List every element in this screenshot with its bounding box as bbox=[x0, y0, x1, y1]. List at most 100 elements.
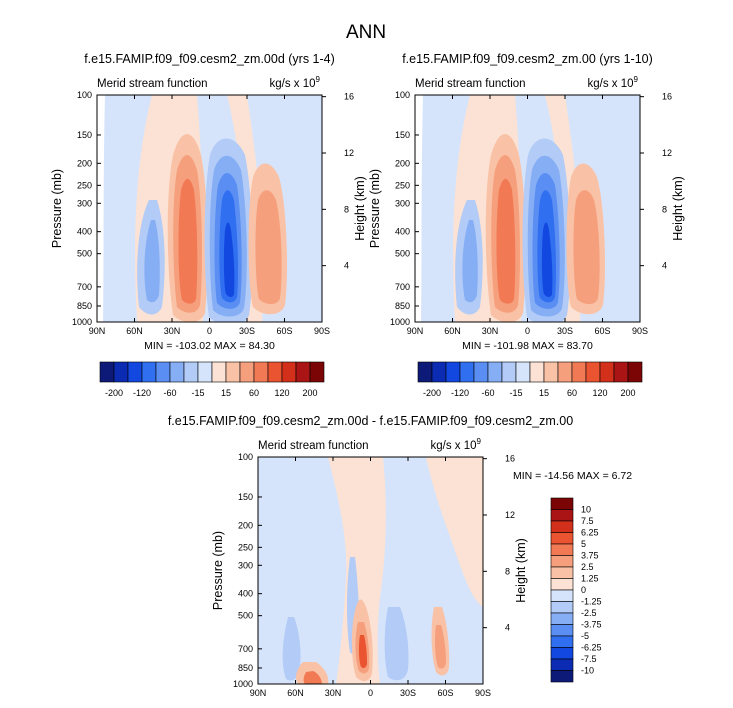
colorbar-swatch bbox=[267, 361, 283, 383]
y-tick-label: 150 bbox=[77, 130, 92, 140]
y-right-tick-label: 16 bbox=[344, 92, 354, 102]
colorbar-swatch bbox=[197, 361, 213, 383]
x-tick-label: 90S bbox=[475, 688, 491, 698]
colorbar-swatch bbox=[550, 635, 574, 648]
colorbar-label: 7.5 bbox=[581, 516, 594, 526]
x-tick-label: 30N bbox=[325, 688, 342, 698]
y-tick-label: 200 bbox=[77, 158, 92, 168]
x-tick-label: 90N bbox=[407, 326, 424, 336]
colorbar-swatch bbox=[550, 543, 574, 556]
y-right-tick-label: 4 bbox=[344, 261, 349, 271]
colorbar-label: 15 bbox=[221, 388, 231, 398]
y-tick-label: 850 bbox=[395, 301, 410, 311]
y-tick-label: 500 bbox=[77, 249, 92, 259]
colorbar-label: 200 bbox=[620, 388, 635, 398]
colorbar-swatch bbox=[557, 361, 573, 383]
colorbar-swatch bbox=[445, 361, 461, 383]
colorbar-swatch bbox=[99, 361, 115, 383]
colorbar-label: 200 bbox=[302, 388, 317, 398]
colorbar-swatch bbox=[295, 361, 311, 383]
colorbar-swatch bbox=[473, 361, 489, 383]
colorbar-swatch bbox=[127, 361, 143, 383]
colorbar-swatch bbox=[550, 509, 574, 522]
panel-2: f.e15.FAMIP.f09_f09.cesm2_zm.00 (yrs 1-1… bbox=[368, 52, 685, 352]
y-tick-label: 400 bbox=[395, 227, 410, 237]
colorbar-label: 15 bbox=[539, 388, 549, 398]
y-tick-label: 250 bbox=[395, 180, 410, 190]
y-tick-label: 250 bbox=[238, 542, 253, 552]
panel-3: f.e15.FAMIP.f09_f09.cesm2_zm.00d - f.e15… bbox=[168, 414, 632, 698]
colorbar-label: -5 bbox=[581, 631, 589, 641]
y-tick-label: 300 bbox=[238, 560, 253, 570]
colorbar-swatch bbox=[281, 361, 297, 383]
colorbar-swatch bbox=[431, 361, 447, 383]
y-right-axis-title: Height (km) bbox=[514, 538, 528, 603]
colorbar-swatch bbox=[599, 361, 615, 383]
y-tick-label: 200 bbox=[395, 158, 410, 168]
x-tick-label: 60S bbox=[276, 326, 292, 336]
colorbar-label: -200 bbox=[423, 388, 441, 398]
y-tick-label: 150 bbox=[238, 492, 253, 502]
y-right-tick-label: 12 bbox=[505, 510, 515, 520]
colorbar-label: -15 bbox=[191, 388, 204, 398]
colorbar-swatch bbox=[211, 361, 227, 383]
panel-subtitle: Merid stream function bbox=[258, 440, 369, 452]
colorbar-swatch bbox=[613, 361, 629, 383]
y-right-axis-title: Height (km) bbox=[353, 176, 367, 241]
y-tick-label: 700 bbox=[77, 282, 92, 292]
y-tick-label: 100 bbox=[395, 90, 410, 100]
x-tick-label: 30S bbox=[557, 326, 573, 336]
y-tick-label: 1000 bbox=[390, 317, 410, 327]
colorbar-label: 120 bbox=[274, 388, 289, 398]
panel-subtitle: Merid stream function bbox=[97, 78, 208, 90]
y-right-tick-label: 12 bbox=[662, 148, 672, 158]
colorbar-swatch bbox=[543, 361, 559, 383]
y-tick-label: 1000 bbox=[233, 679, 253, 689]
x-tick-label: 30N bbox=[164, 326, 181, 336]
y-right-tick-label: 8 bbox=[662, 204, 667, 214]
y-tick-label: 700 bbox=[238, 644, 253, 654]
colorbar-label: -3.75 bbox=[581, 620, 602, 630]
colorbar-label: 1.25 bbox=[581, 574, 599, 584]
main-title: ANN bbox=[346, 22, 386, 43]
colorbar-swatch bbox=[550, 578, 574, 591]
panels-layer: f.e15.FAMIP.f09_f09.cesm2_zm.00d (yrs 1-… bbox=[50, 52, 685, 698]
colorbar-label: 6.25 bbox=[581, 528, 599, 538]
x-tick-label: 60S bbox=[437, 688, 453, 698]
y-axis-title: Pressure (mb) bbox=[211, 531, 225, 610]
x-tick-label: 90N bbox=[89, 326, 106, 336]
colorbar-swatch bbox=[627, 361, 643, 383]
colorbar-label: -120 bbox=[451, 388, 469, 398]
colorbar-swatch bbox=[239, 361, 255, 383]
y-axis-title: Pressure (mb) bbox=[368, 169, 382, 248]
colorbar-label: 10 bbox=[581, 505, 591, 515]
colorbar-swatch bbox=[417, 361, 433, 383]
colorbar-label: -1.25 bbox=[581, 597, 602, 607]
colorbar-label: 5 bbox=[581, 539, 586, 549]
panel-title: f.e15.FAMIP.f09_f09.cesm2_zm.00d (yrs 1-… bbox=[84, 52, 335, 66]
colorbar-swatch bbox=[183, 361, 199, 383]
units-label: kg/s x 109 bbox=[270, 75, 321, 90]
y-tick-label: 1000 bbox=[72, 317, 92, 327]
field-area bbox=[415, 95, 640, 322]
field-area bbox=[97, 95, 322, 322]
colorbar-swatch bbox=[550, 555, 574, 568]
y-tick-label: 850 bbox=[238, 663, 253, 673]
colorbar-label: 120 bbox=[592, 388, 607, 398]
colorbar-swatch bbox=[155, 361, 171, 383]
colorbar-swatch bbox=[571, 361, 587, 383]
colorbar-top-2: -200 -120 -60 -15 15 60 120 200 bbox=[417, 361, 643, 398]
x-tick-label: 90S bbox=[314, 326, 330, 336]
colorbar-label: 0 bbox=[581, 585, 586, 595]
colorbar-swatch bbox=[550, 601, 574, 614]
y-tick-label: 100 bbox=[238, 452, 253, 462]
colorbar-swatch bbox=[550, 670, 574, 683]
x-tick-label: 90S bbox=[632, 326, 648, 336]
colorbar-label: -10 bbox=[581, 666, 594, 676]
colorbar-label: 60 bbox=[249, 388, 259, 398]
colorbar-label: -60 bbox=[163, 388, 176, 398]
colorbar-swatch bbox=[550, 532, 574, 545]
contour-fill bbox=[415, 95, 640, 322]
colorbar-swatch bbox=[585, 361, 601, 383]
x-tick-label: 0 bbox=[207, 326, 212, 336]
